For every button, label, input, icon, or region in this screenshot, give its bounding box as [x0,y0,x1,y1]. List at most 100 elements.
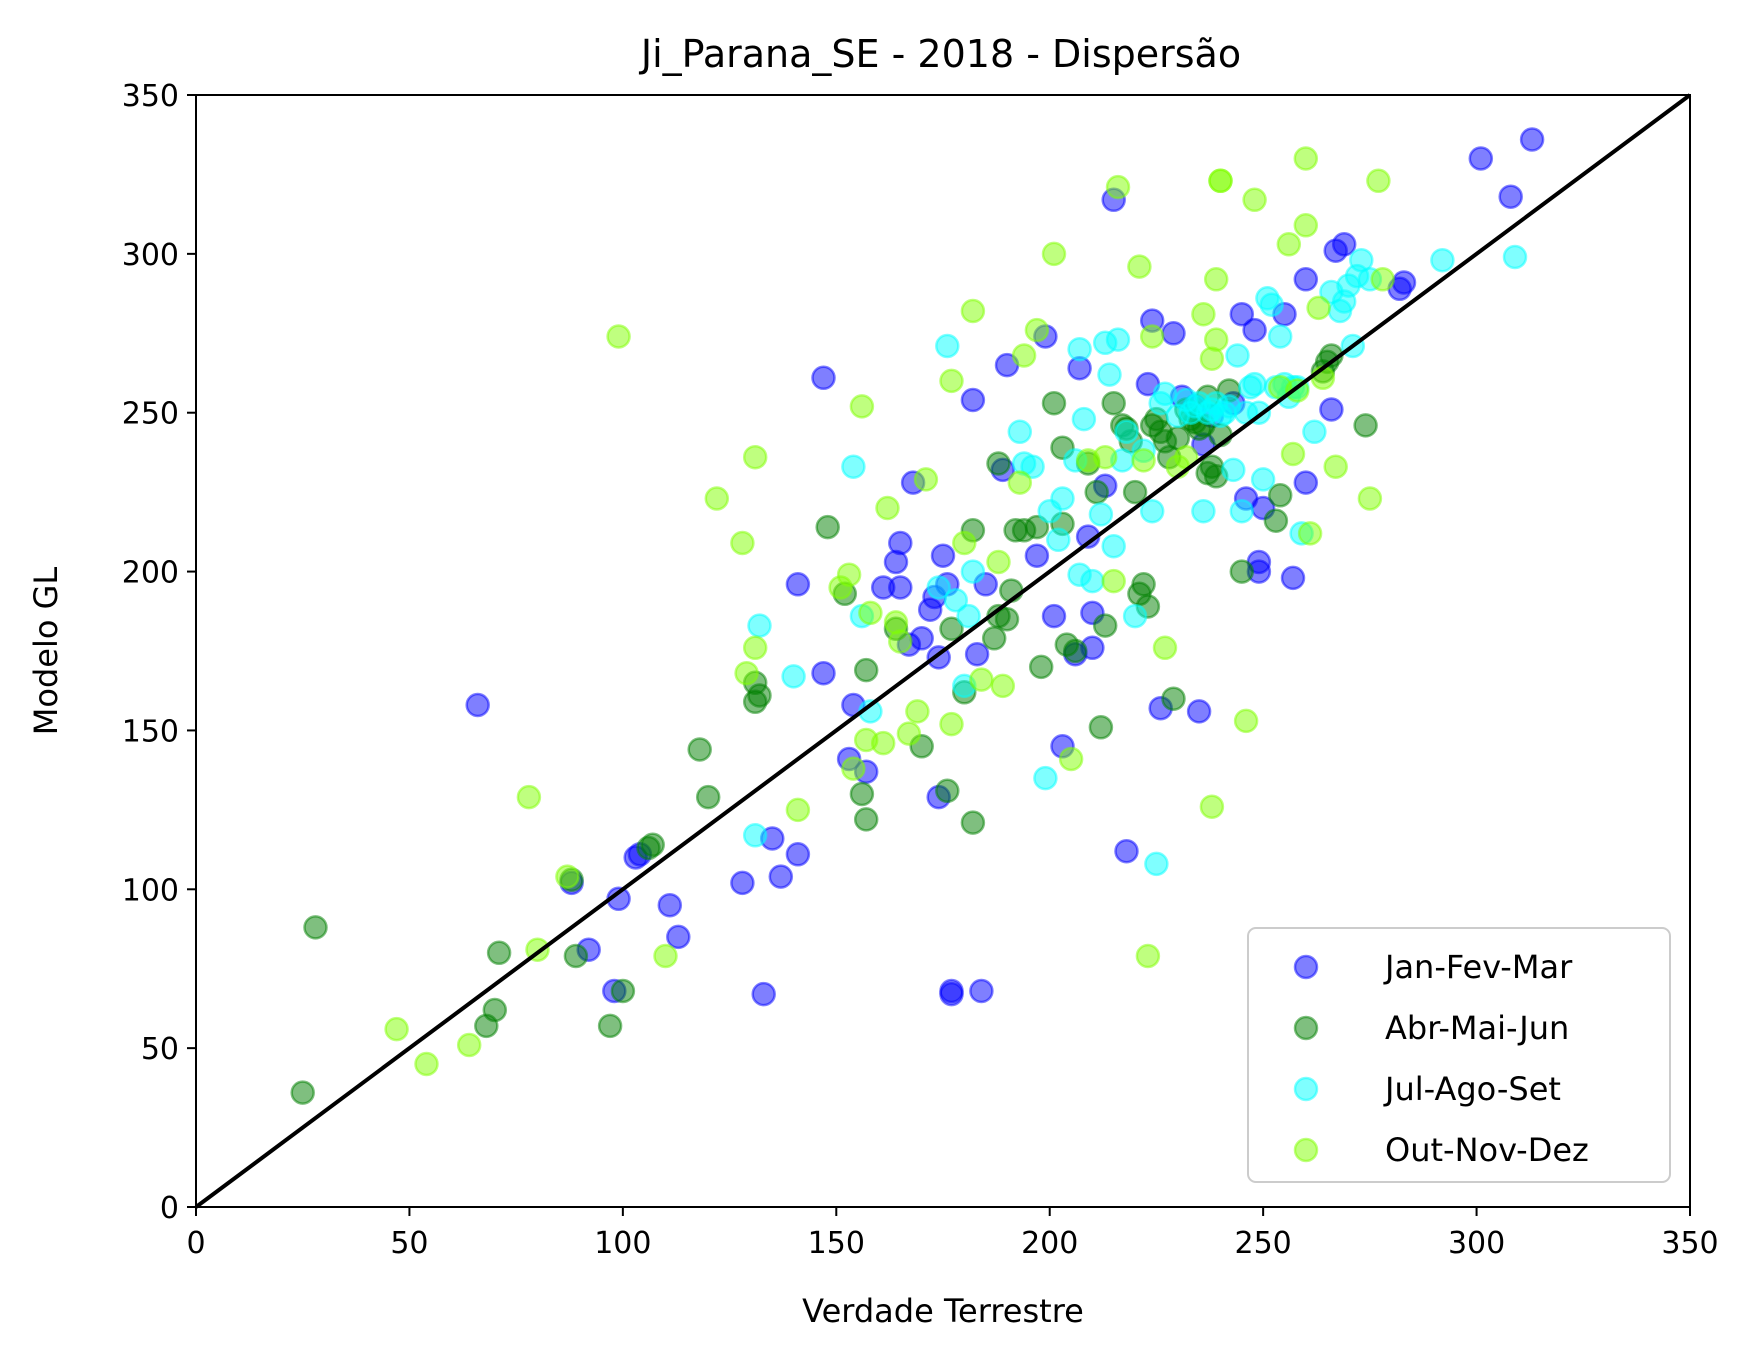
point-3-11 [956,603,981,629]
point-3-25 [1088,502,1114,527]
point-3-51 [1225,343,1250,368]
point-2-13 [695,784,721,810]
y-tick-label: 50 [141,1032,179,1067]
point-3-8 [935,333,960,359]
point-4-51 [1199,794,1225,819]
point-1-64 [1242,317,1267,343]
point-1-17 [811,365,836,391]
point-1-76 [1391,270,1417,295]
point-3-19 [1050,486,1075,511]
point-1-32 [930,543,956,568]
point-4-53 [1203,327,1229,352]
point-4-50 [1191,301,1216,327]
point-4-38 [1041,241,1067,267]
point-1-16 [811,660,836,686]
point-3-21 [1067,336,1092,362]
point-4-37 [1024,317,1050,343]
point-1-79 [1519,127,1545,152]
point-4-47 [1152,635,1178,661]
point-3-55 [1242,371,1267,397]
point-1-62 [1229,301,1255,327]
legend-item-1: Jan-Fev-Mar [1293,948,1573,986]
point-1-15 [785,572,811,597]
point-3-16 [1033,765,1058,791]
point-3-3 [781,664,806,689]
legend-marker [1293,954,1319,980]
point-4-54 [1203,267,1229,292]
point-4-63 [1297,521,1323,546]
point-3-13 [1007,419,1033,445]
point-2-72 [1229,559,1255,584]
point-4-39 [1058,746,1084,772]
point-2-20 [853,807,879,832]
point-2-16 [747,683,772,708]
legend-box [1247,927,1671,1183]
point-2-24 [935,778,960,804]
point-4-27 [913,467,939,492]
y-axis: 0 50 100 150 200 250 300 350 [122,79,196,1226]
point-1-14 [785,842,811,867]
point-4-24 [888,629,913,654]
point-3-61 [1267,324,1293,349]
point-1-37 [969,978,994,1004]
point-4-20 [858,600,883,626]
point-3-27 [1097,362,1122,387]
point-1-71 [1293,267,1319,292]
point-3-24 [1080,568,1105,594]
point-3-35 [1144,851,1169,877]
point-4-30 [952,530,977,556]
point-3-67 [1302,419,1327,445]
point-1-27 [909,626,934,651]
point-1-9 [666,924,691,950]
point-3-37 [1152,381,1178,406]
point-3-52 [1229,498,1255,524]
y-tick-label: 300 [122,238,179,273]
y-axis-label: Modelo GL [27,567,65,736]
point-2-8 [597,1013,623,1039]
point-2-74 [1267,483,1293,508]
point-1-81 [939,978,964,1004]
point-4-21 [870,730,896,756]
point-1-70 [1293,470,1319,495]
point-1-8 [657,892,683,918]
point-2-19 [849,781,875,807]
point-2-5 [486,940,512,966]
point-1-58 [1186,699,1212,724]
point-4-57 [1242,187,1267,213]
x-tick-label: 100 [594,1226,651,1261]
point-1-35 [960,387,986,413]
point-4-8 [653,943,678,969]
point-2-29 [981,626,1007,651]
point-3-2 [747,613,772,638]
point-4-16 [836,562,862,587]
point-2-21 [853,657,879,683]
point-2-25 [939,616,964,642]
point-3-76 [1430,247,1455,273]
point-3-4 [841,454,866,479]
point-4-69 [1105,174,1131,200]
point-3-29 [1105,327,1131,352]
point-2-12 [687,737,712,762]
point-1-24 [888,575,913,600]
point-4-70 [1208,168,1233,194]
point-2-38 [1041,390,1067,416]
point-3-15 [1020,454,1045,479]
x-tick-label: 150 [808,1226,865,1261]
point-2-30 [986,451,1011,476]
point-2-73 [1263,508,1289,533]
x-tick-label: 200 [1021,1226,1078,1261]
legend-label: Jan-Fev-Mar [1383,948,1573,986]
y-tick-label: 100 [122,873,179,908]
point-3-31 [1114,419,1139,445]
point-2-51 [1122,479,1148,505]
point-2-9 [610,978,636,1004]
point-2-42 [1063,638,1088,664]
point-3-18 [1046,527,1071,553]
point-3-7 [926,575,951,600]
point-2-44 [1084,479,1109,505]
point-4-4 [516,784,542,810]
y-tick-label: 350 [122,79,179,114]
point-4-22 [875,495,900,521]
point-1-55 [1161,321,1186,346]
